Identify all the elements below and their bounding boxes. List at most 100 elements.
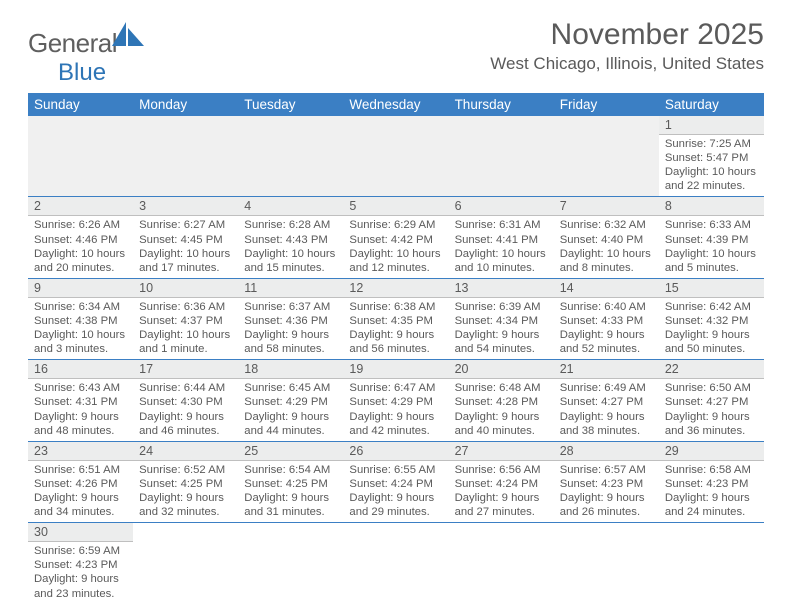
daylight-line1: Daylight: 9 hours [665,410,760,424]
day-info: Sunrise: 6:49 AMSunset: 4:27 PMDaylight:… [554,379,659,440]
daylight-line1: Daylight: 9 hours [455,328,550,342]
sunset: Sunset: 4:31 PM [34,395,129,409]
daynum-empty [449,116,554,135]
daylight-line1: Daylight: 9 hours [560,328,655,342]
sunset: Sunset: 5:47 PM [665,151,760,165]
daylight-line1: Daylight: 10 hours [560,247,655,261]
sunrise: Sunrise: 6:44 AM [139,381,234,395]
daynum: 2 [28,197,133,216]
day-info: Sunrise: 6:27 AMSunset: 4:45 PMDaylight:… [133,216,238,277]
daynum-empty [28,116,133,135]
sunset: Sunset: 4:38 PM [34,314,129,328]
sunset: Sunset: 4:28 PM [455,395,550,409]
sunrise: Sunrise: 6:48 AM [455,381,550,395]
sunset: Sunset: 4:30 PM [139,395,234,409]
daylight-line2: and 56 minutes. [349,342,444,356]
day-info: Sunrise: 6:39 AMSunset: 4:34 PMDaylight:… [449,298,554,359]
day-info-empty [554,542,659,603]
daylight-line2: and 46 minutes. [139,424,234,438]
daynum: 12 [343,279,448,298]
daylight-line2: and 15 minutes. [244,261,339,275]
daylight-line1: Daylight: 9 hours [34,572,129,586]
day-info: Sunrise: 6:42 AMSunset: 4:32 PMDaylight:… [659,298,764,359]
sunrise: Sunrise: 6:36 AM [139,300,234,314]
sunset: Sunset: 4:46 PM [34,233,129,247]
sunrise: Sunrise: 6:57 AM [560,463,655,477]
sunrise: Sunrise: 6:26 AM [34,218,129,232]
sunset: Sunset: 4:41 PM [455,233,550,247]
day-info: Sunrise: 6:52 AMSunset: 4:25 PMDaylight:… [133,461,238,522]
daylight-line2: and 10 minutes. [455,261,550,275]
daynum: 27 [449,442,554,461]
daylight-line2: and 8 minutes. [560,261,655,275]
day-info-empty [238,542,343,603]
daylight-line1: Daylight: 10 hours [139,247,234,261]
day-header-cell: Sunday [28,93,133,116]
daylight-line1: Daylight: 10 hours [139,328,234,342]
week: 1Sunrise: 7:25 AMSunset: 5:47 PMDaylight… [28,116,764,197]
daylight-line2: and 23 minutes. [34,587,129,601]
daylight-line2: and 58 minutes. [244,342,339,356]
daynum-empty [449,523,554,542]
daylight-line2: and 24 minutes. [665,505,760,519]
sunset: Sunset: 4:27 PM [560,395,655,409]
sunset: Sunset: 4:45 PM [139,233,234,247]
daynum-empty [659,523,764,542]
daynum-row: 16171819202122 [28,360,764,379]
daynum: 17 [133,360,238,379]
header: General Blue November 2025 West Chicago,… [28,18,764,87]
location: West Chicago, Illinois, United States [490,54,764,74]
sunrise: Sunrise: 6:43 AM [34,381,129,395]
day-header-row: SundayMondayTuesdayWednesdayThursdayFrid… [28,93,764,116]
daylight-line1: Daylight: 10 hours [34,247,129,261]
info-row: Sunrise: 7:25 AMSunset: 5:47 PMDaylight:… [28,135,764,196]
sunrise: Sunrise: 6:31 AM [455,218,550,232]
sunrise: Sunrise: 6:28 AM [244,218,339,232]
daynum-empty [238,523,343,542]
daylight-line2: and 48 minutes. [34,424,129,438]
sunrise: Sunrise: 6:39 AM [455,300,550,314]
daylight-line2: and 3 minutes. [34,342,129,356]
daylight-line2: and 1 minute. [139,342,234,356]
sunset: Sunset: 4:42 PM [349,233,444,247]
daynum: 13 [449,279,554,298]
daylight-line1: Daylight: 9 hours [665,491,760,505]
daylight-line1: Daylight: 9 hours [244,410,339,424]
daynum: 24 [133,442,238,461]
daylight-line1: Daylight: 10 hours [34,328,129,342]
sunset: Sunset: 4:29 PM [244,395,339,409]
day-info-empty [343,135,448,196]
daynum-row: 30 [28,523,764,542]
month-title: November 2025 [490,18,764,52]
sunset: Sunset: 4:23 PM [560,477,655,491]
day-info-empty [449,542,554,603]
info-row: Sunrise: 6:43 AMSunset: 4:31 PMDaylight:… [28,379,764,440]
day-info-empty [133,135,238,196]
day-info: Sunrise: 6:34 AMSunset: 4:38 PMDaylight:… [28,298,133,359]
daylight-line1: Daylight: 10 hours [665,247,760,261]
daylight-line1: Daylight: 9 hours [34,410,129,424]
daynum: 14 [554,279,659,298]
daynum-empty [343,523,448,542]
daynum: 3 [133,197,238,216]
daylight-line1: Daylight: 9 hours [244,491,339,505]
sunrise: Sunrise: 6:45 AM [244,381,339,395]
day-header-cell: Monday [133,93,238,116]
daylight-line2: and 40 minutes. [455,424,550,438]
sunrise: Sunrise: 6:42 AM [665,300,760,314]
daylight-line1: Daylight: 9 hours [349,491,444,505]
day-info: Sunrise: 6:36 AMSunset: 4:37 PMDaylight:… [133,298,238,359]
sunset: Sunset: 4:23 PM [665,477,760,491]
day-info: Sunrise: 6:45 AMSunset: 4:29 PMDaylight:… [238,379,343,440]
daynum-row: 9101112131415 [28,279,764,298]
logo: General Blue [28,18,117,87]
info-row: Sunrise: 6:51 AMSunset: 4:26 PMDaylight:… [28,461,764,522]
sunrise: Sunrise: 6:56 AM [455,463,550,477]
sunrise: Sunrise: 6:50 AM [665,381,760,395]
daylight-line1: Daylight: 9 hours [455,410,550,424]
sunrise: Sunrise: 6:33 AM [665,218,760,232]
week: 30Sunrise: 6:59 AMSunset: 4:23 PMDayligh… [28,523,764,603]
sunset: Sunset: 4:25 PM [244,477,339,491]
daynum: 22 [659,360,764,379]
sunset: Sunset: 4:24 PM [455,477,550,491]
